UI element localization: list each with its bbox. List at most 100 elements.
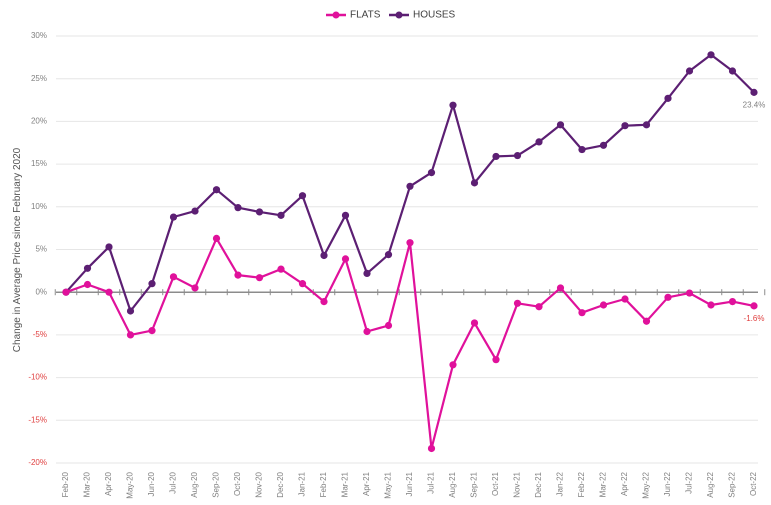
x-tick-label: Jun-21 <box>405 471 414 496</box>
y-tick-label: 25% <box>31 74 47 83</box>
data-point-houses <box>341 211 350 219</box>
series-houses <box>62 51 758 315</box>
data-point-houses <box>685 67 694 75</box>
data-point-flats <box>621 295 629 303</box>
data-point-houses <box>83 264 92 272</box>
data-point-flats <box>277 265 285 273</box>
legend-houses-label: HOUSES <box>413 10 456 21</box>
data-point-houses <box>169 213 178 221</box>
x-tick-label: Mar-20 <box>83 471 92 497</box>
x-tick-label: Aug-21 <box>448 471 457 497</box>
legend: FLATS HOUSES <box>326 10 456 21</box>
legend-item-flats[interactable]: FLATS <box>326 10 381 21</box>
y-tick-label: 10% <box>31 202 47 211</box>
data-point-houses <box>191 207 199 215</box>
x-tick-label: Oct-22 <box>749 471 758 496</box>
data-point-houses <box>728 67 737 75</box>
x-tick-label: Jul-22 <box>685 471 694 493</box>
x-tick-label: Oct-20 <box>233 471 242 496</box>
data-point-houses <box>664 94 672 102</box>
series-flats <box>62 234 758 453</box>
data-point-flats <box>664 293 672 301</box>
x-tick-label: May-22 <box>642 471 651 498</box>
y-tick-label: -20% <box>28 458 47 467</box>
data-point-flats <box>535 303 543 311</box>
data-point-flats <box>556 284 565 292</box>
data-point-flats <box>728 297 737 306</box>
data-point-houses <box>599 141 608 149</box>
data-point-houses <box>406 182 414 190</box>
data-point-flats <box>642 317 651 325</box>
x-tick-label: Sep-22 <box>728 471 737 497</box>
data-point-houses <box>621 122 629 130</box>
x-tick-label: Feb-20 <box>61 471 70 497</box>
series-group <box>62 51 758 453</box>
data-point-houses <box>513 151 522 160</box>
data-point-flats <box>406 239 414 247</box>
legend-flats-marker <box>332 11 340 19</box>
data-point-houses <box>449 101 457 109</box>
data-point-flats <box>255 274 264 282</box>
data-point-houses <box>556 121 565 129</box>
x-tick-label: Apr-21 <box>362 471 371 496</box>
data-point-flats <box>384 321 393 330</box>
data-point-flats <box>341 255 350 263</box>
data-point-flats <box>578 309 586 317</box>
data-point-houses <box>320 251 328 260</box>
data-point-flats <box>599 301 608 309</box>
series-line-flats <box>65 237 755 450</box>
y-tick-label: 30% <box>31 31 47 40</box>
data-point-houses <box>642 121 651 129</box>
y-axis-ticks: 30% 25% 20% 15% 10% 5% 0% -5% -10% -15% -20% <box>28 31 47 467</box>
y-axis-title: Change in Average Price since February 2… <box>12 147 23 352</box>
data-point-houses <box>384 251 393 259</box>
x-tick-label: May-20 <box>126 471 135 498</box>
x-tick-label: Mar-21 <box>341 471 350 497</box>
y-tick-label: 5% <box>35 245 47 254</box>
data-point-houses <box>148 280 156 288</box>
y-tick-label: -10% <box>28 373 47 382</box>
data-point-houses <box>535 138 543 146</box>
x-tick-label: May-21 <box>384 471 393 498</box>
data-point-flats <box>363 327 371 336</box>
data-point-flats <box>212 234 221 242</box>
data-point-flats <box>126 331 135 339</box>
x-tick-label: Feb-22 <box>577 471 586 497</box>
x-tick-label: Apr-20 <box>104 471 113 496</box>
legend-houses-marker <box>395 11 403 19</box>
data-point-flats <box>492 356 500 364</box>
data-point-houses <box>212 186 221 194</box>
end-label-flats: -1.6% <box>744 314 765 323</box>
x-tick-label: Jul-21 <box>427 471 436 493</box>
y-tick-label: -5% <box>33 330 47 339</box>
data-point-houses <box>298 192 307 200</box>
y-tick-label: 0% <box>35 287 47 296</box>
x-tick-label: Jan-21 <box>298 471 307 496</box>
data-point-flats <box>191 284 199 292</box>
legend-flats-label: FLATS <box>350 10 381 21</box>
x-tick-label: Aug-22 <box>706 471 715 497</box>
x-tick-label: Dec-21 <box>534 471 543 497</box>
x-tick-label: Jan-22 <box>556 471 565 496</box>
data-point-flats <box>320 297 328 306</box>
data-point-flats <box>470 319 479 327</box>
x-tick-label: Sep-21 <box>470 471 479 497</box>
data-point-houses <box>234 204 242 212</box>
data-point-flats <box>449 361 457 369</box>
data-point-flats <box>750 302 758 310</box>
data-point-flats <box>707 301 715 309</box>
data-point-flats <box>62 288 70 296</box>
data-point-houses <box>255 208 264 216</box>
data-point-houses <box>470 179 479 187</box>
x-tick-label: Oct-21 <box>491 471 500 496</box>
x-tick-label: Nov-21 <box>513 471 522 497</box>
legend-item-houses[interactable]: HOUSES <box>389 10 456 21</box>
data-point-flats <box>105 288 113 296</box>
x-tick-label: Mar-22 <box>599 471 608 497</box>
data-point-flats <box>234 271 242 279</box>
x-tick-label: Nov-20 <box>255 471 264 497</box>
x-tick-label: Feb-21 <box>319 471 328 497</box>
data-point-flats <box>83 280 92 289</box>
